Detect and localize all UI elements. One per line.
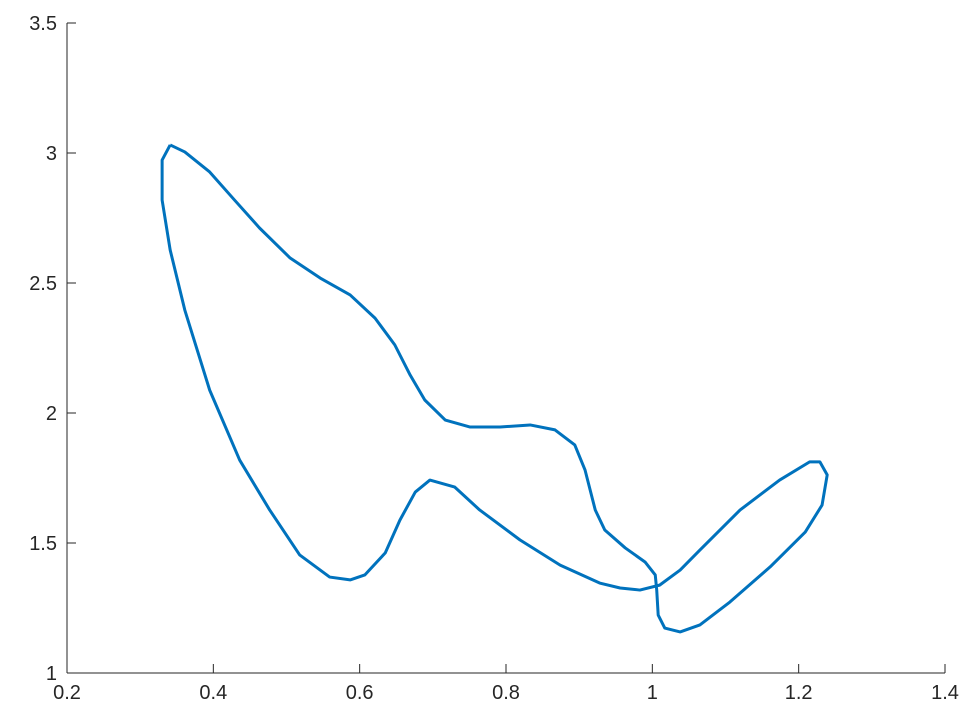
y-tick-label: 1 xyxy=(46,663,57,685)
x-tick-label: 0.4 xyxy=(199,682,227,704)
x-tick-label: 1 xyxy=(647,682,658,704)
x-tick-label: 1.4 xyxy=(931,682,959,704)
x-tick-label: 0.6 xyxy=(346,682,374,704)
y-tick-label: 3.5 xyxy=(29,13,57,35)
x-tick-label: 1.2 xyxy=(785,682,813,704)
x-tick-label: 0.2 xyxy=(53,682,81,704)
data-line xyxy=(160,143,829,634)
y-tick-label: 3 xyxy=(46,143,57,165)
x-tick-label: 0.8 xyxy=(492,682,520,704)
y-tick-label: 1.5 xyxy=(29,533,57,555)
y-tick-label: 2.5 xyxy=(29,273,57,295)
y-tick-label: 2 xyxy=(46,403,57,425)
